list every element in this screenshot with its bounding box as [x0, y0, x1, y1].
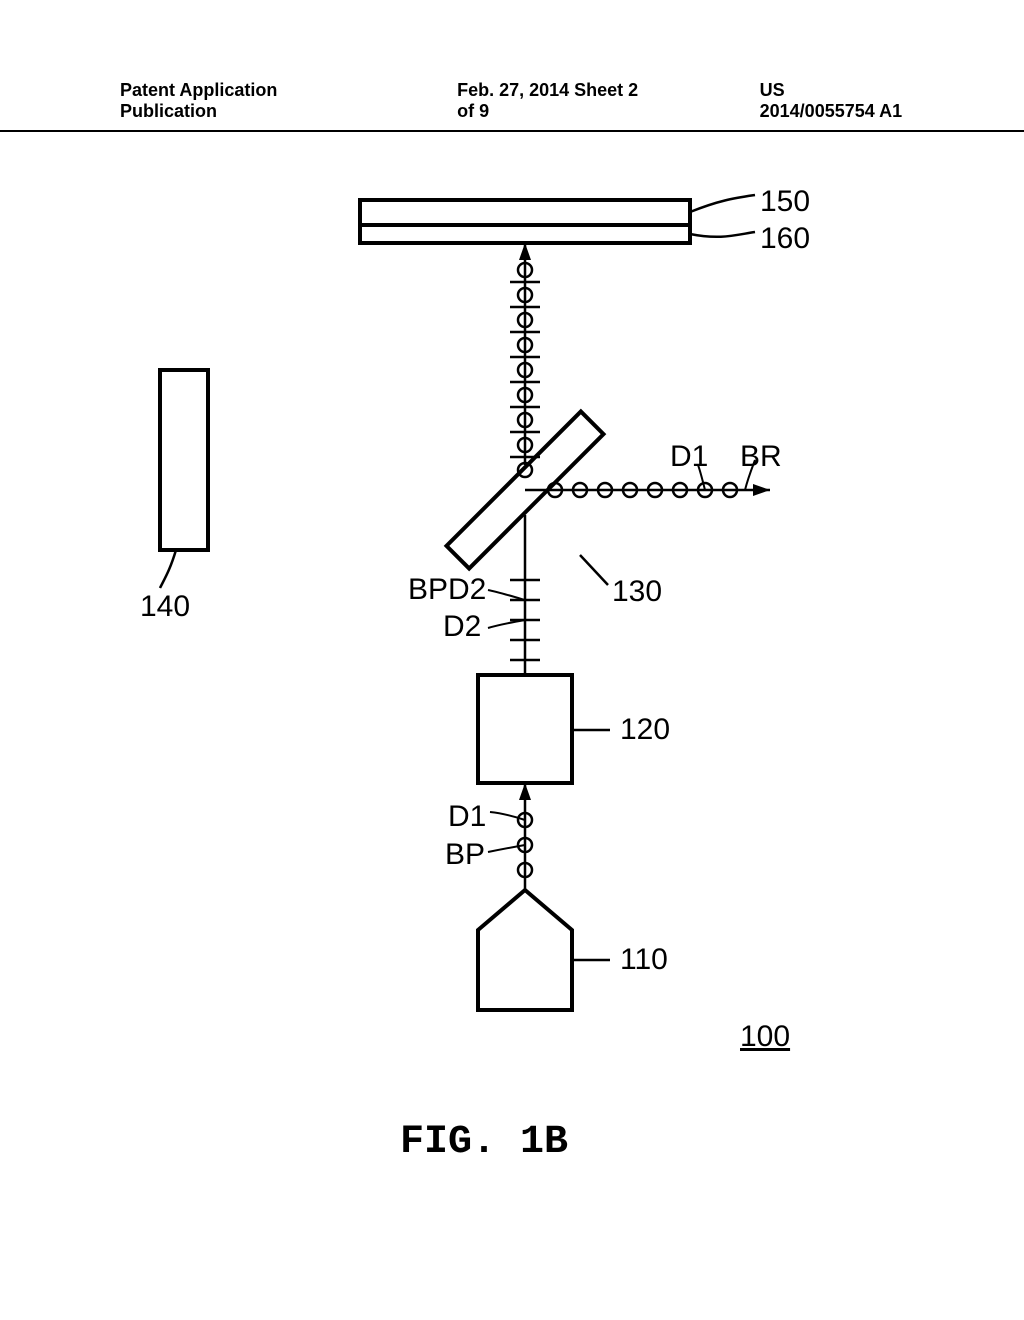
- component-150: [360, 200, 690, 225]
- leader-130: [580, 555, 608, 585]
- arrow-up-bottom: [519, 783, 531, 800]
- component-160: [360, 225, 690, 243]
- label-D2: D2: [443, 610, 481, 644]
- figure-number: 100: [740, 1020, 790, 1054]
- component-110: [478, 890, 572, 1010]
- component-120: [478, 675, 572, 783]
- leader-150: [690, 195, 755, 212]
- label-160: 160: [760, 222, 810, 256]
- label-BPD2: BPD2: [408, 573, 486, 607]
- arrow-up-top: [519, 243, 531, 260]
- label-D1-upper: D1: [670, 440, 708, 474]
- label-110: 110: [620, 943, 668, 977]
- leader-140: [160, 550, 176, 588]
- label-130: 130: [612, 575, 662, 609]
- figure-label: FIG. 1B: [400, 1120, 568, 1165]
- leader-BPD2: [488, 590, 525, 600]
- label-150: 150: [760, 185, 810, 219]
- leader-160: [690, 232, 755, 237]
- header-center: Feb. 27, 2014 Sheet 2 of 9: [457, 80, 640, 122]
- label-BR: BR: [740, 440, 782, 474]
- label-D1-lower: D1: [448, 800, 486, 834]
- arrow-right: [753, 484, 770, 496]
- header-left: Patent Application Publication: [0, 80, 457, 122]
- leader-D2: [488, 620, 525, 628]
- label-140: 140: [140, 590, 190, 624]
- label-BP: BP: [445, 838, 485, 872]
- label-120: 120: [620, 713, 670, 747]
- component-140: [160, 370, 208, 550]
- header-right: US 2014/0055754 A1: [640, 80, 1024, 122]
